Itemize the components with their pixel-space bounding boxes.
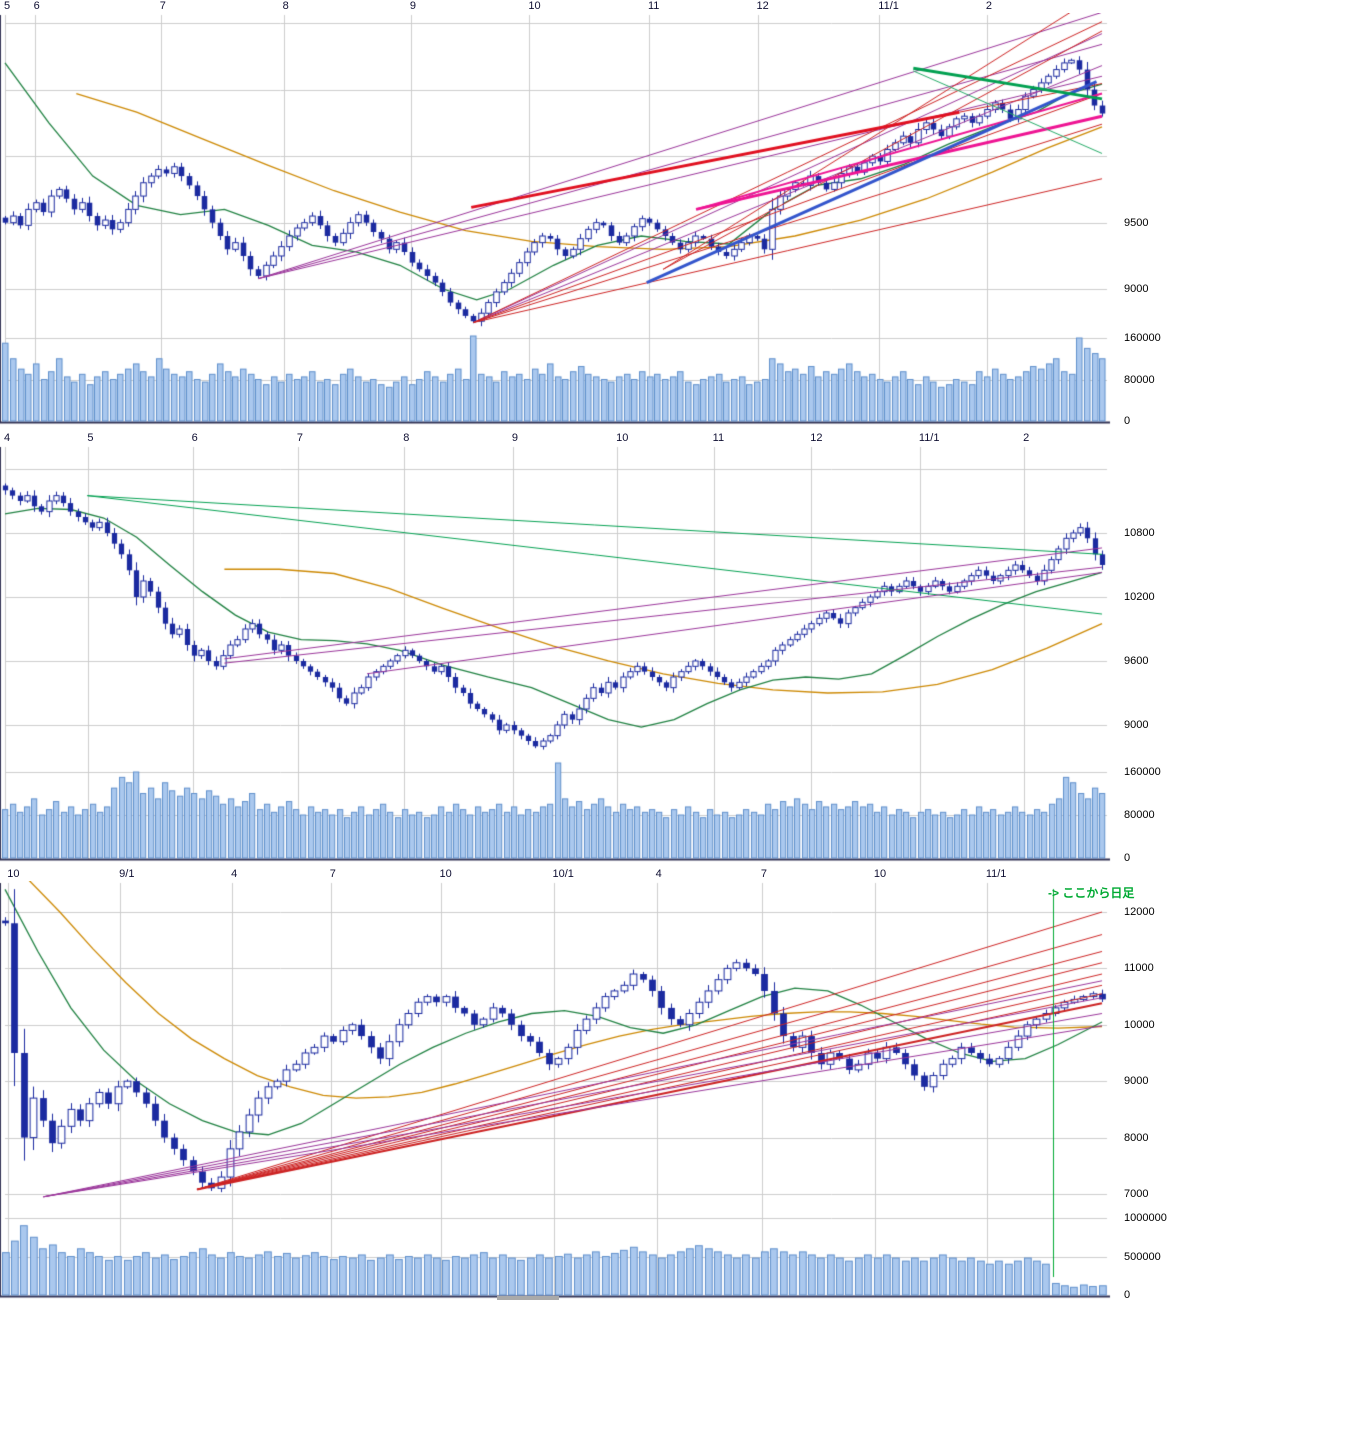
x-axis-label: 5 bbox=[87, 432, 94, 444]
price-axis-label: 9000 bbox=[1124, 1075, 1149, 1088]
x-axis-label: 7 bbox=[159, 0, 166, 12]
x-axis-label: 7 bbox=[329, 868, 336, 880]
x-axis-label: 12 bbox=[756, 0, 769, 12]
x-axis-label: 9 bbox=[409, 0, 416, 12]
x-axis-label: 11 bbox=[647, 0, 660, 12]
volume-axis-label: 80000 bbox=[1124, 373, 1155, 386]
x-axis-label: 8 bbox=[282, 0, 289, 12]
x-axis-label: 6 bbox=[33, 0, 40, 12]
price-axis-label: 9000 bbox=[1124, 718, 1149, 731]
price-axis-label: 9000 bbox=[1124, 283, 1149, 296]
x-axis-label: 10 bbox=[7, 868, 20, 880]
volume-axis-label: 1000000 bbox=[1124, 1212, 1167, 1224]
candlestick-panel-1: 5 6 7 8 9 10 11 12 11/1 2 9500 9000 160000 80000 0 bbox=[0, 0, 1366, 434]
x-axis-1: 5 6 7 8 9 10 11 12 11/1 2 bbox=[0, 0, 1366, 13]
price-axis-label: 9500 bbox=[1124, 216, 1149, 229]
x-axis-label: 4 bbox=[655, 868, 662, 880]
x-axis-label: 10/1 bbox=[552, 868, 574, 880]
x-axis-label: 7 bbox=[760, 868, 768, 880]
price-axis-label: 8000 bbox=[1124, 1131, 1149, 1144]
price-axis-label: 10800 bbox=[1124, 526, 1155, 539]
candlestick-panel-3: 10 9/1 4 7 10 10/1 4 7 10 11/1 12000 11000 10000 900… bbox=[0, 868, 1366, 1302]
price-volume-chart-2[interactable] bbox=[0, 445, 1112, 865]
x-axis-label: 2 bbox=[1023, 432, 1030, 444]
x-axis-label: 12 bbox=[810, 432, 823, 444]
x-axis-label: 10 bbox=[616, 432, 629, 444]
price-axis-label: 9600 bbox=[1124, 654, 1149, 667]
price-axis-label: 10200 bbox=[1124, 590, 1155, 603]
x-axis-label: 11/1 bbox=[985, 868, 1007, 880]
horizontal-scrollbar-thumb[interactable] bbox=[497, 1296, 559, 1300]
volume-axis-label: 500000 bbox=[1124, 1250, 1161, 1263]
x-axis-label: 11 bbox=[712, 432, 725, 444]
volume-axis-label: 80000 bbox=[1124, 809, 1155, 821]
x-axis-label: 10 bbox=[439, 868, 452, 880]
x-axis-label: 11/1 bbox=[878, 0, 899, 12]
price-axis-label: 11000 bbox=[1124, 962, 1154, 975]
x-axis-label: 4 bbox=[4, 432, 11, 444]
x-axis-label: 2 bbox=[985, 0, 992, 12]
x-axis-2: 4 5 6 7 8 9 10 11 12 11/1 2 bbox=[0, 432, 1366, 445]
price-volume-chart-1[interactable] bbox=[0, 13, 1112, 433]
x-axis-label: 7 bbox=[296, 432, 304, 444]
price-axis-label: 7000 bbox=[1124, 1187, 1149, 1200]
x-axis-label: 11/1 bbox=[918, 432, 940, 444]
x-axis-label: 10 bbox=[528, 0, 541, 12]
volume-axis-label: 0 bbox=[1124, 1289, 1131, 1301]
x-axis-label: 4 bbox=[231, 868, 238, 880]
x-axis-label: 6 bbox=[191, 432, 198, 444]
price-axis-label: 12000 bbox=[1124, 905, 1155, 918]
x-axis-label: 5 bbox=[4, 0, 11, 12]
volume-axis-label: 160000 bbox=[1124, 332, 1161, 344]
daily-from-here-annotation: -> ここから日足 bbox=[1048, 886, 1135, 900]
volume-axis-label: 160000 bbox=[1124, 766, 1161, 778]
x-axis-label: 8 bbox=[403, 432, 410, 444]
x-axis-label: 9/1 bbox=[119, 868, 135, 880]
price-volume-chart-3[interactable] bbox=[0, 881, 1112, 1301]
volume-axis-label: 0 bbox=[1124, 852, 1131, 864]
x-axis-3: 10 9/1 4 7 10 10/1 4 7 10 11/1 bbox=[0, 868, 1366, 881]
price-axis-label: 10000 bbox=[1124, 1018, 1155, 1031]
x-axis-label: 9 bbox=[511, 432, 519, 444]
x-axis-label: 10 bbox=[873, 868, 887, 880]
candlestick-panel-2: 4 5 6 7 8 9 10 11 12 11/1 2 10800 10200 9600 9000 1600… bbox=[0, 432, 1366, 866]
volume-axis-label: 0 bbox=[1124, 415, 1131, 427]
